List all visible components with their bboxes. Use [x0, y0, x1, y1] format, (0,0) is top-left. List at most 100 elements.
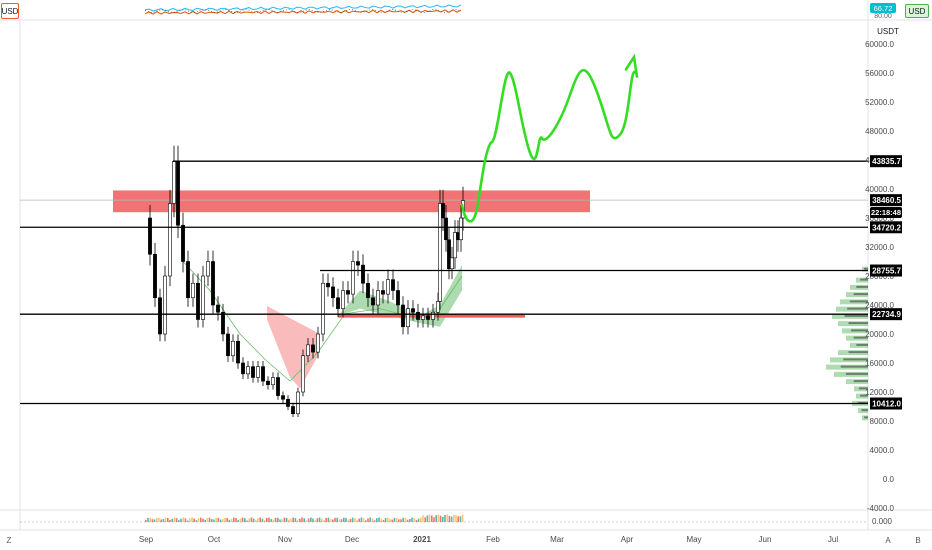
- volume-bar: [204, 519, 206, 522]
- level-tag-label: 43835.7: [872, 157, 901, 166]
- candle-body: [191, 282, 195, 299]
- volume-bar: [156, 517, 158, 522]
- level-tag-bg: [870, 221, 902, 234]
- candle-body: [221, 311, 225, 335]
- volume-bar: [417, 518, 420, 522]
- candle-body: [459, 217, 463, 241]
- candle-body: [256, 366, 260, 378]
- candle-body: [421, 315, 425, 320]
- candle-body: [216, 304, 220, 313]
- log-scale-button[interactable]: B: [915, 535, 921, 545]
- volume-profile-core: [864, 416, 868, 419]
- volume-bar: [334, 517, 336, 522]
- candle-body: [416, 311, 420, 320]
- volume-bar: [345, 517, 347, 522]
- price-scale-currency[interactable]: USDT: [877, 26, 899, 36]
- volume-bar: [435, 515, 437, 522]
- volume-bar: [312, 518, 314, 522]
- level-tag-bg: [870, 155, 902, 168]
- candle-body: [401, 304, 405, 328]
- price-tick-label: 4000.0: [870, 446, 895, 455]
- volume-bar: [444, 514, 446, 522]
- time-tick-label: 2021: [413, 535, 431, 544]
- time-tick-label: Mar: [550, 535, 564, 544]
- level-tag-bg: [870, 194, 902, 207]
- candle-body: [153, 253, 157, 299]
- candle-body: [438, 203, 442, 302]
- volume-profile-core: [860, 394, 868, 397]
- volume-bar: [277, 517, 279, 522]
- volume-bar: [314, 520, 316, 522]
- symbol-button[interactable]: USD: [1, 3, 19, 19]
- volume-bar: [296, 520, 299, 522]
- volume-bar: [228, 519, 231, 522]
- volume-profile-core: [864, 267, 868, 270]
- volume-bar: [367, 518, 369, 522]
- time-tick-label: Jul: [828, 535, 838, 544]
- volume-bar: [358, 518, 360, 522]
- candle-body: [447, 239, 451, 270]
- volume-bar: [439, 515, 442, 522]
- auto-scale-button[interactable]: A: [885, 535, 891, 545]
- volume-bar: [175, 518, 178, 522]
- candle-body: [321, 282, 325, 335]
- volume-bar: [371, 518, 374, 522]
- volume-profile-core: [847, 307, 868, 310]
- candle-body: [386, 279, 390, 295]
- candle-body: [226, 333, 230, 357]
- volume-bar: [338, 519, 341, 522]
- time-tick-label: Oct: [208, 535, 221, 544]
- volume-bar: [446, 514, 448, 522]
- volume-bar: [395, 517, 398, 522]
- candles-layer: [148, 145, 465, 418]
- volume-bar: [195, 520, 198, 522]
- price-tick-label: 32000.0: [865, 243, 894, 252]
- candle-body: [453, 232, 457, 259]
- volume-bar: [266, 517, 268, 522]
- volume-bar: [406, 519, 409, 522]
- candle-body: [181, 224, 185, 262]
- volume-bar: [400, 519, 402, 522]
- volume-tick-label: 0.000: [872, 517, 893, 526]
- volume-bar: [248, 518, 250, 522]
- volume-bar: [290, 518, 292, 522]
- price-tick-label: 8000.0: [870, 417, 895, 426]
- price-axis: 60000.056000.052000.048000.044000.040000…: [865, 40, 894, 526]
- volume-bar: [329, 519, 332, 522]
- volume-bar: [270, 519, 272, 522]
- volume-bar: [422, 515, 424, 522]
- volume-bar: [369, 517, 371, 522]
- timezone-button[interactable]: Z: [6, 535, 12, 545]
- volume-bar: [305, 520, 308, 522]
- indicator-line-orange: [144, 9, 462, 15]
- volume-bar: [215, 517, 217, 522]
- candle-body: [176, 161, 180, 226]
- volume-bar: [332, 519, 334, 522]
- candle-body: [163, 275, 167, 335]
- volume-profile-core: [856, 285, 868, 288]
- volume-bar: [455, 514, 457, 522]
- volume-profile-core: [840, 365, 868, 368]
- candle-body: [251, 366, 255, 378]
- price-tick-label: 60000.0: [865, 40, 894, 49]
- candle-body: [381, 290, 385, 295]
- projection-path: [460, 68, 638, 223]
- volume-bar: [450, 516, 453, 522]
- volume-bar: [325, 517, 327, 522]
- volume-profile-core: [860, 278, 868, 281]
- volume-bar: [402, 517, 404, 522]
- currency-badge[interactable]: USD: [905, 4, 929, 18]
- volume-bar: [268, 517, 270, 522]
- ema-fill-down: [267, 306, 320, 389]
- volume-bar: [316, 518, 319, 522]
- time-tick-label: Sep: [139, 535, 154, 544]
- price-tick-label: 16000.0: [865, 359, 894, 368]
- volume-bar: [151, 519, 154, 522]
- candle-body: [361, 264, 365, 284]
- volume-bar: [274, 517, 277, 522]
- price-tick-label: 0.0: [883, 475, 895, 484]
- candle-body: [316, 333, 320, 353]
- volume-bar: [222, 519, 224, 522]
